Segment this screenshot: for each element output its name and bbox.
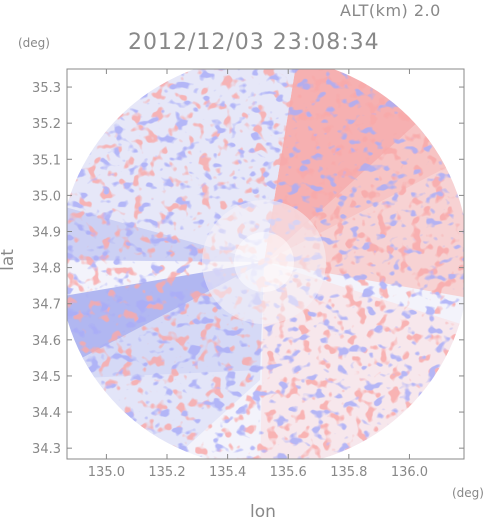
y-tick-label: 34.9 [32, 226, 61, 241]
x-tick-label: 135.2 [148, 465, 185, 480]
y-tick-label: 34.6 [32, 334, 61, 349]
y-axis: 34.3 34.4 34.5 34.6 34.7 34.8 34.9 35.0 35.1 35.2… [32, 81, 464, 457]
x-tick-label: 136.0 [391, 465, 428, 480]
x-tick-label: 135.4 [209, 465, 246, 480]
y-tick-label: 35.1 [32, 153, 61, 168]
x-axis: 135.0 135.2 135.4 135.6 135.8 136.0 [88, 69, 428, 480]
altitude-label: ALT(km) 2.0 [340, 1, 441, 20]
x-axis-label: lon [250, 502, 276, 522]
y-tick-label: 35.3 [32, 81, 61, 96]
y-tick-label: 35.2 [32, 117, 61, 132]
scan-timestamp: 2012/12/03 23:08:34 [128, 30, 380, 55]
y-tick-label: 34.3 [32, 442, 61, 457]
y-tick-label: 35.0 [32, 189, 61, 204]
x-axis-unit: (deg) [452, 486, 484, 500]
y-tick-label: 34.7 [32, 298, 61, 313]
x-tick-label: 135.8 [330, 465, 367, 480]
x-tick-label: 135.0 [88, 465, 125, 480]
y-tick-label: 34.4 [32, 406, 61, 421]
y-tick-label: 34.8 [32, 262, 61, 277]
radar-echo-field [67, 69, 464, 459]
y-tick-label: 34.5 [32, 370, 61, 385]
x-tick-label: 135.6 [270, 465, 307, 480]
plot-frame [66, 68, 465, 460]
y-axis-unit: (deg) [18, 36, 50, 50]
